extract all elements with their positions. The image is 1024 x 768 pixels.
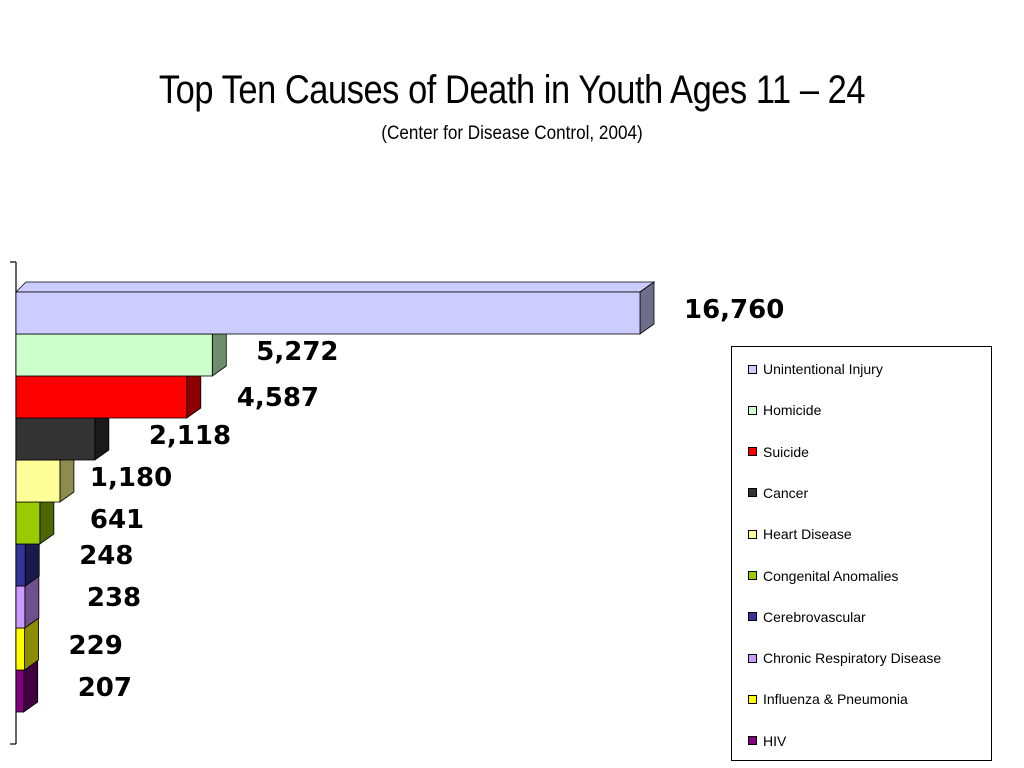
- legend-item: Influenza & Pneumonia: [748, 689, 908, 709]
- legend-swatch: [748, 488, 757, 498]
- bar-3: [15, 365, 202, 419]
- value-label-8: 238: [87, 583, 141, 613]
- bar-front-face: [15, 333, 213, 377]
- value-label-5: 1,180: [90, 463, 172, 493]
- value-label-7: 248: [79, 541, 133, 571]
- bar-5: [15, 449, 75, 503]
- legend-label: Cerebrovascular: [763, 608, 866, 625]
- bar-10: [15, 659, 39, 713]
- value-label-2: 5,272: [256, 337, 338, 367]
- bar-front-face: [15, 417, 96, 461]
- bar-6: [15, 491, 55, 545]
- legend-item: Heart Disease: [748, 524, 852, 544]
- legend-swatch: [748, 653, 757, 663]
- bar-front-face: [15, 585, 26, 629]
- legend-swatch: [748, 612, 757, 622]
- legend-label: Suicide: [763, 443, 809, 460]
- legend-item: Homicide: [748, 400, 821, 420]
- bar-2: [15, 323, 227, 377]
- value-label-10: 207: [78, 673, 132, 703]
- legend-label: Congenital Anomalies: [763, 567, 899, 584]
- chart-subtitle: (Center for Disease Control, 2004): [381, 123, 643, 144]
- bar-front-face: [15, 291, 641, 335]
- legend-swatch: [748, 736, 757, 746]
- legend-swatch: [748, 405, 757, 415]
- value-label-1: 16,760: [684, 295, 784, 325]
- bar-front-face: [15, 669, 25, 713]
- legend-swatch: [748, 694, 757, 704]
- value-label-6: 641: [90, 505, 144, 535]
- legend-label: Homicide: [763, 402, 822, 419]
- legend-swatch: [748, 571, 757, 580]
- bar-front-face: [15, 627, 25, 671]
- bar-4: [15, 407, 110, 461]
- legend-item: Chronic Respiratory Disease: [748, 648, 941, 668]
- chart-title: Top Ten Causes of Death in Youth Ages 11…: [158, 68, 866, 112]
- value-label-3: 4,587: [237, 383, 319, 413]
- bar-top-face: [15, 281, 656, 293]
- legend-item: Congenital Anomalies: [748, 566, 898, 586]
- bar-front-face: [15, 375, 188, 419]
- legend-item: HIV: [748, 731, 786, 751]
- bar-1: [15, 281, 656, 335]
- bar-front-face: [15, 501, 41, 545]
- value-label-9: 229: [69, 631, 123, 661]
- legend-label: Influenza & Pneumonia: [763, 691, 908, 708]
- legend-label: Cancer: [763, 484, 809, 501]
- bar-front-face: [15, 543, 26, 587]
- legend-swatch: [748, 364, 757, 374]
- legend-item: Suicide: [748, 442, 809, 462]
- legend-label: Unintentional Injury: [763, 361, 883, 377]
- legend-item: Unintentional Injury: [748, 359, 883, 379]
- chart-legend: Unintentional Injury Homicide Suicide Cance…: [731, 346, 992, 761]
- value-label-4: 2,118: [149, 421, 231, 451]
- legend-label: Heart Disease: [763, 526, 852, 543]
- legend-item: Cancer: [748, 483, 808, 503]
- bar-front-face: [15, 459, 61, 503]
- legend-swatch: [748, 529, 757, 539]
- legend-item: Cerebrovascular: [748, 607, 866, 627]
- legend-swatch: [748, 447, 757, 457]
- legend-label: Chronic Respiratory Disease: [763, 650, 942, 667]
- legend-label: HIV: [763, 732, 787, 749]
